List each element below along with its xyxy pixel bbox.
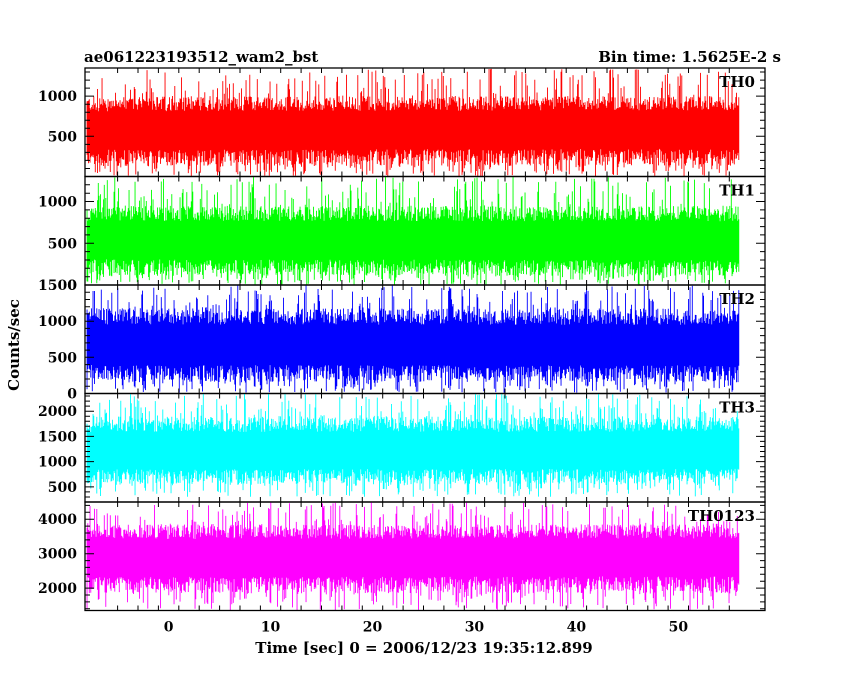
y-ticks xyxy=(85,504,765,610)
y-tick-label: 1500 xyxy=(38,429,77,445)
y-tick-label: 500 xyxy=(48,480,77,496)
series-th1 xyxy=(86,176,740,285)
series-th0123 xyxy=(86,502,740,611)
panel-th2: 0 500 1000 1500 TH2 xyxy=(38,278,766,403)
x-tick-label: 50 xyxy=(669,620,689,636)
chart-title: ae061223193512_wam2_bst xyxy=(84,48,318,66)
x-ticks xyxy=(117,502,730,611)
panel-th0123: 2000 3000 4000 TH0123 xyxy=(38,501,766,612)
panel-frame xyxy=(84,501,766,612)
y-tick-label: 1000 xyxy=(38,314,77,330)
x-ticks xyxy=(117,393,730,502)
y-axis-label: Counts/sec xyxy=(5,299,23,391)
series-th3 xyxy=(86,393,740,497)
x-ticks xyxy=(117,68,730,177)
y-tick-label: 1000 xyxy=(38,89,77,105)
panels: 500 1000 TH0 0 500 1000 TH1 0 500 1000 1500 TH2 500 1… xyxy=(38,67,766,612)
y-tick-label: 0 xyxy=(67,387,77,403)
x-axis: 0 10 20 30 40 50 xyxy=(164,620,689,636)
y-tick-label: 500 xyxy=(48,236,77,252)
x-ticks xyxy=(117,285,730,394)
x-tick-label: 20 xyxy=(363,620,383,636)
y-tick-label: 2000 xyxy=(38,404,77,420)
y-tick-label: 1000 xyxy=(38,195,77,211)
series-th2 xyxy=(86,285,740,393)
panel-th3: 500 1000 1500 2000 TH3 xyxy=(38,392,766,503)
y-tick-label: 2000 xyxy=(38,581,77,597)
y-tick-label: 500 xyxy=(48,350,77,366)
y-tick-label: 1000 xyxy=(38,455,77,471)
bin-time-label: Bin time: 1.5625E-2 s xyxy=(598,48,781,66)
panel-label: TH3 xyxy=(719,399,755,417)
y-tick-label: 500 xyxy=(48,129,77,145)
x-axis-label: Time [sec] 0 = 2006/12/23 19:35:12.899 xyxy=(255,639,592,657)
panel-label: TH0123 xyxy=(688,507,755,525)
panel-th0: 500 1000 TH0 xyxy=(38,67,766,178)
y-tick-label: 3000 xyxy=(38,547,77,563)
x-tick-label: 40 xyxy=(567,620,587,636)
x-ticks xyxy=(117,176,730,285)
x-tick-label: 10 xyxy=(261,620,281,636)
y-tick-label: 1500 xyxy=(38,278,77,294)
series-th0 xyxy=(86,68,740,177)
x-tick-label: 30 xyxy=(465,620,485,636)
x-tick-label: 0 xyxy=(164,620,174,636)
y-tick-label: 0 xyxy=(67,278,77,294)
panel-th1: 0 500 1000 TH1 xyxy=(38,175,766,294)
panel-label: TH2 xyxy=(719,290,755,308)
panel-label: TH0 xyxy=(719,73,755,91)
y-tick-label: 4000 xyxy=(38,512,77,528)
panel-label: TH1 xyxy=(719,182,755,200)
